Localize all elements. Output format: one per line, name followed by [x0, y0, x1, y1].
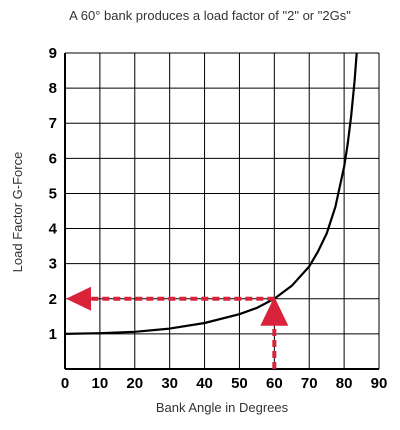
- y-tick-label: 5: [49, 185, 57, 202]
- x-tick-label: 90: [371, 375, 388, 392]
- annotation-up-arrowhead: [260, 296, 289, 326]
- y-tick-label: 4: [49, 221, 58, 238]
- y-tick-label: 7: [49, 115, 57, 132]
- x-axis-label: Bank Angle in Degrees: [156, 400, 289, 415]
- y-tick-label: 8: [49, 80, 57, 97]
- x-tick-label: 10: [92, 375, 109, 392]
- x-tick-label: 70: [301, 375, 318, 392]
- y-tick-label: 1: [49, 326, 57, 343]
- x-tick-label: 50: [231, 375, 248, 392]
- x-tick-label: 20: [126, 375, 143, 392]
- x-tick-label: 30: [161, 375, 178, 392]
- y-tick-label: 3: [49, 256, 57, 273]
- y-tick-label: 6: [49, 150, 57, 167]
- annotation-left-arrowhead: [66, 286, 91, 311]
- y-tick-label: 2: [49, 291, 57, 308]
- load-factor-curve: [64, 52, 358, 335]
- x-tick-label: 0: [61, 375, 69, 392]
- x-tick-label: 80: [336, 375, 353, 392]
- x-tick-label: 40: [196, 375, 213, 392]
- y-axis-label: Load Factor G-Force: [10, 152, 25, 273]
- axis-ticks: 0 10 20 30 40 50 60 70 80 90 1 2 3 4 5 6 7 8 9: [49, 45, 388, 392]
- x-tick-label: 60: [266, 375, 283, 392]
- plot-area: [64, 52, 358, 369]
- y-tick-label: 9: [49, 45, 57, 62]
- chart-title: A 60° bank produces a load factor of "2"…: [69, 8, 351, 23]
- chart-grid: [64, 52, 380, 370]
